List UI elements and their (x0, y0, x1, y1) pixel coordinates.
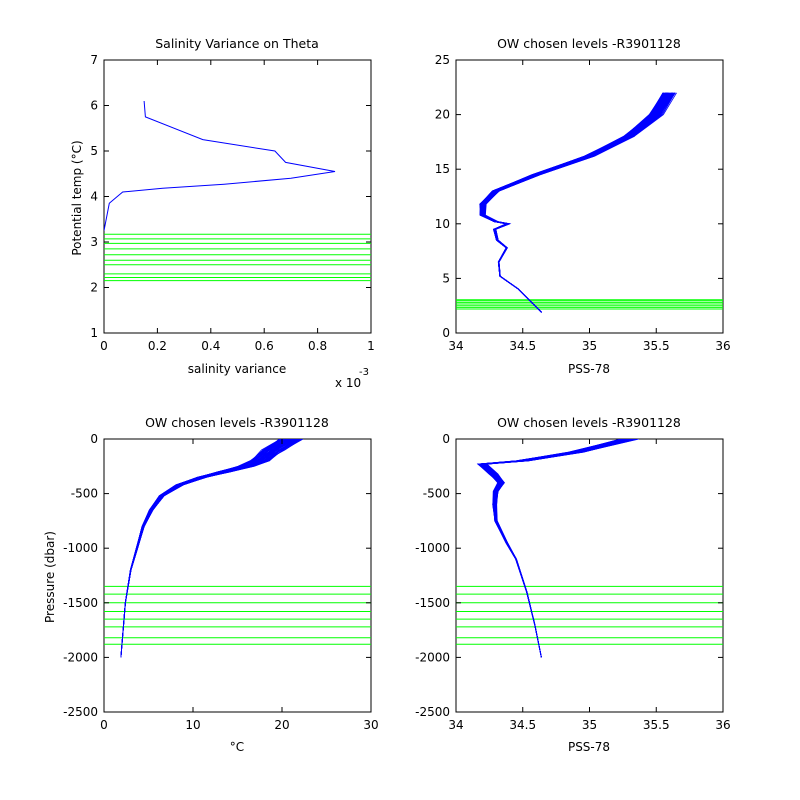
axes-frame (103, 438, 372, 713)
y-tick-label: -1000 (415, 541, 450, 555)
panel-theta-salinity: OW chosen levels -R3901128 PSS-78 34 34.5… (435, 36, 731, 376)
profile-line (484, 439, 632, 658)
panel-title: Salinity Variance on Theta (155, 36, 319, 51)
panel-pressure-salinity: OW chosen levels -R3901128 PSS-78 34 34.5… (415, 415, 731, 754)
x-axis-label: PSS-78 (568, 362, 610, 376)
x-tick-label: 0.6 (255, 339, 274, 353)
y-tick-label: -500 (71, 487, 98, 501)
x-tick-label: 35.5 (643, 718, 670, 732)
x-tick-label: 0 (100, 718, 108, 732)
x-axis-label: salinity variance (188, 362, 287, 376)
x-tick-label: 30 (363, 718, 378, 732)
y-tick-label: 0 (442, 432, 450, 446)
x-tick-label: 0 (100, 339, 108, 353)
x-tick-label: 34.5 (509, 718, 536, 732)
x-tick-label: 36 (715, 339, 730, 353)
series-line (104, 100, 336, 231)
x-tick-label: 1 (367, 339, 375, 353)
y-tick-label: -2500 (415, 705, 450, 719)
x-exponent-base: x 10 (335, 376, 361, 390)
x-axis-label: °C (230, 740, 244, 754)
x-tick-label: 20 (274, 718, 289, 732)
x-exponent-power: -3 (359, 367, 369, 378)
y-tick-label: -2000 (63, 650, 98, 664)
data-layer (104, 100, 371, 282)
x-tick-label: 0.4 (201, 339, 220, 353)
y-axis-label: Potential temp (°C) (70, 140, 84, 255)
data-layer (456, 92, 723, 313)
y-tick-label: 0 (442, 326, 450, 340)
panel-pressure-temperature: OW chosen levels -R3901128 °C Pressure (… (43, 415, 379, 754)
data-layer (456, 439, 723, 658)
panel-salinity-variance: Salinity Variance on Theta salinity vari… (70, 36, 375, 390)
y-tick-label: 3 (90, 235, 98, 249)
x-tick-label: 35 (582, 339, 597, 353)
y-tick-label: 4 (90, 190, 98, 204)
y-tick-label: 7 (90, 53, 98, 67)
profile-line (479, 92, 664, 313)
y-tick-label: 0 (90, 432, 98, 446)
y-tick-label: 1 (90, 326, 98, 340)
x-tick-label: 10 (185, 718, 200, 732)
y-tick-label: -1000 (63, 541, 98, 555)
y-tick-label: 25 (435, 53, 450, 67)
y-tick-label: 2 (90, 281, 98, 295)
x-tick-label: 36 (715, 718, 730, 732)
y-tick-label: 15 (435, 162, 450, 176)
y-tick-label: -2000 (415, 650, 450, 664)
profile-line (120, 439, 293, 658)
y-tick-label: -1500 (63, 596, 98, 610)
y-tick-label: 10 (435, 217, 450, 231)
x-tick-label: 35 (582, 718, 597, 732)
y-tick-label: -1500 (415, 596, 450, 610)
panel-title: OW chosen levels -R3901128 (145, 415, 329, 430)
y-axis-label: Pressure (dbar) (43, 531, 57, 623)
x-tick-label: 34 (448, 339, 463, 353)
x-tick-label: 0.2 (148, 339, 167, 353)
x-tick-label: 34 (448, 718, 463, 732)
x-tick-label: 34.5 (509, 339, 536, 353)
panel-title: OW chosen levels -R3901128 (497, 415, 681, 430)
y-tick-label: 5 (90, 144, 98, 158)
x-tick-label: 35.5 (643, 339, 670, 353)
y-tick-label: 6 (90, 99, 98, 113)
y-tick-label: 5 (442, 271, 450, 285)
panel-title: OW chosen levels -R3901128 (497, 36, 681, 51)
data-layer (104, 439, 371, 658)
y-tick-label: 20 (435, 108, 450, 122)
y-tick-label: -500 (423, 487, 450, 501)
x-tick-label: 0.8 (308, 339, 327, 353)
x-axis-label: PSS-78 (568, 740, 610, 754)
y-tick-label: -2500 (63, 705, 98, 719)
